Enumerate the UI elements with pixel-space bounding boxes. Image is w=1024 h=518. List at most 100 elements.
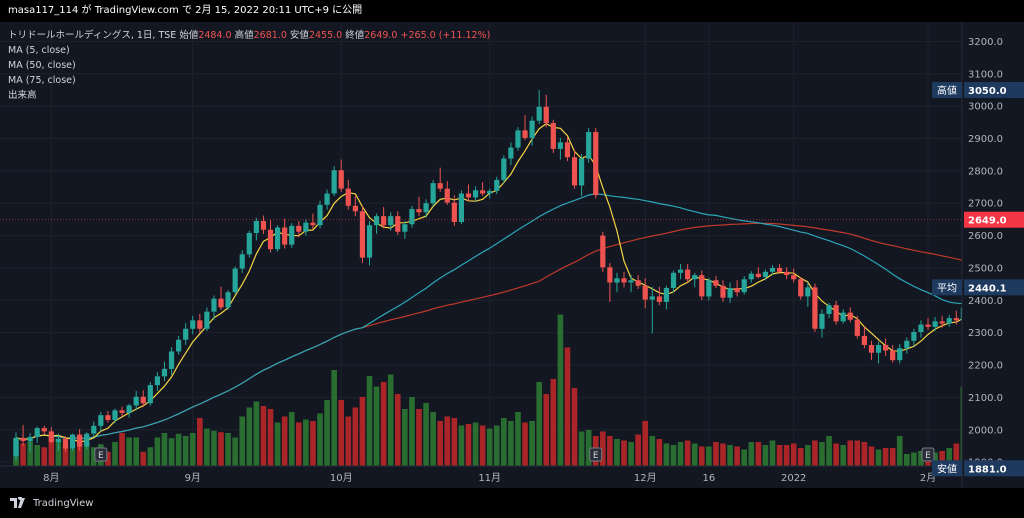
volume-bar bbox=[373, 386, 380, 466]
candle-body bbox=[798, 279, 804, 297]
earnings-flag[interactable] bbox=[921, 447, 935, 462]
volume-bar bbox=[918, 451, 924, 466]
candle-body bbox=[211, 298, 217, 312]
high-label: 高値 bbox=[234, 30, 254, 41]
candle-body bbox=[331, 170, 337, 194]
candle-body bbox=[388, 216, 394, 226]
candle-body bbox=[133, 396, 139, 406]
candle-body bbox=[423, 203, 429, 213]
candle-body bbox=[706, 280, 712, 297]
candle-body bbox=[529, 120, 535, 138]
candle-body bbox=[373, 216, 380, 226]
average-marker-label-box bbox=[932, 279, 962, 296]
volume-bar bbox=[805, 445, 811, 466]
study-ma5[interactable]: MA (5, close) bbox=[8, 45, 70, 56]
candle-body bbox=[607, 267, 613, 283]
candle-body bbox=[699, 275, 705, 297]
candle-body bbox=[480, 190, 486, 194]
price-tick-label: 2900.0 bbox=[968, 134, 1003, 145]
volume-bar bbox=[246, 407, 253, 466]
volume-bar bbox=[932, 452, 938, 466]
candle-body bbox=[621, 278, 627, 283]
candle-body bbox=[126, 405, 132, 413]
candle-body bbox=[267, 229, 274, 250]
study-volume[interactable]: 出来高 bbox=[8, 90, 37, 101]
price-tick-label: 2800.0 bbox=[968, 166, 1003, 177]
volume-bar bbox=[394, 394, 401, 466]
volume-bar bbox=[564, 347, 571, 466]
volume-bar bbox=[522, 422, 528, 466]
volume-bar bbox=[727, 445, 733, 466]
volume-bar bbox=[380, 382, 387, 466]
volume-bar bbox=[211, 430, 217, 466]
candle-body bbox=[437, 183, 443, 189]
volume-bar bbox=[338, 400, 345, 466]
volume-bar bbox=[762, 445, 769, 466]
candle-body bbox=[868, 344, 875, 353]
volume-bar bbox=[359, 397, 366, 466]
volume-bar bbox=[896, 436, 903, 466]
volume-bar bbox=[833, 443, 839, 466]
volume-bar bbox=[578, 431, 585, 466]
volume-bar bbox=[430, 412, 436, 466]
high-marker-label: 高値 bbox=[937, 84, 957, 97]
candle-body bbox=[20, 437, 26, 442]
volume-bar bbox=[423, 403, 429, 466]
candle-body bbox=[685, 269, 691, 280]
volume-bar bbox=[62, 445, 69, 466]
volume-bar bbox=[239, 416, 246, 466]
volume-bar bbox=[267, 409, 274, 466]
candle-body bbox=[939, 321, 945, 324]
high-marker-value-box bbox=[964, 81, 1024, 98]
candle-body bbox=[147, 385, 153, 404]
volume-bar bbox=[260, 406, 267, 466]
candle-body bbox=[381, 216, 387, 226]
study-ma50[interactable]: MA (50, close) bbox=[8, 60, 76, 71]
candle-body bbox=[670, 272, 677, 289]
candle-body bbox=[119, 410, 125, 413]
tradingview-brand[interactable]: TradingView bbox=[10, 488, 93, 518]
candle-body bbox=[727, 288, 733, 298]
candle-body bbox=[904, 340, 910, 349]
volume-bar bbox=[41, 447, 48, 466]
earnings-flag[interactable] bbox=[589, 447, 603, 462]
price-tick-label: 2100.0 bbox=[968, 393, 1003, 404]
candle-body bbox=[13, 437, 19, 457]
candle-body bbox=[140, 396, 146, 404]
volume-bar bbox=[861, 442, 868, 466]
volume-bar bbox=[720, 443, 726, 466]
candle-body bbox=[515, 130, 521, 148]
price-tick-label: 3200.0 bbox=[968, 37, 1003, 48]
candle-body bbox=[713, 280, 719, 286]
chart-area[interactable]: EEE1900.02000.02100.02200.02300.02400.02… bbox=[0, 22, 1024, 488]
candle-body bbox=[875, 344, 882, 353]
candle-body bbox=[776, 267, 783, 272]
price-tick-label: 2200.0 bbox=[968, 361, 1003, 372]
volume-bar bbox=[126, 437, 132, 466]
volume-bar bbox=[20, 443, 26, 466]
high-marker-label-box bbox=[932, 81, 962, 98]
volume-bar bbox=[783, 445, 790, 466]
volume-bar bbox=[882, 448, 889, 466]
volume-bar bbox=[734, 446, 740, 466]
volume-bar bbox=[189, 433, 196, 466]
candle-body bbox=[34, 428, 40, 437]
candle-body bbox=[635, 280, 641, 286]
volume-bar bbox=[939, 451, 945, 466]
candle-body bbox=[819, 313, 825, 329]
candle-body bbox=[762, 271, 769, 278]
volume-bar bbox=[345, 416, 352, 466]
candle-body bbox=[791, 275, 797, 280]
study-ma75[interactable]: MA (75, close) bbox=[8, 75, 76, 86]
earnings-flag[interactable] bbox=[94, 447, 108, 462]
candle-body bbox=[41, 428, 47, 432]
volume-bar bbox=[296, 422, 302, 466]
volume-bar bbox=[317, 413, 323, 466]
volume-bar bbox=[416, 409, 422, 466]
price-tick-label: 2700.0 bbox=[968, 199, 1003, 210]
candle-body bbox=[854, 319, 860, 336]
candle-body bbox=[239, 254, 245, 269]
price-chart[interactable]: EEE1900.02000.02100.02200.02300.02400.02… bbox=[0, 22, 1024, 488]
candle-body bbox=[805, 287, 811, 297]
volume-bar bbox=[232, 437, 238, 466]
